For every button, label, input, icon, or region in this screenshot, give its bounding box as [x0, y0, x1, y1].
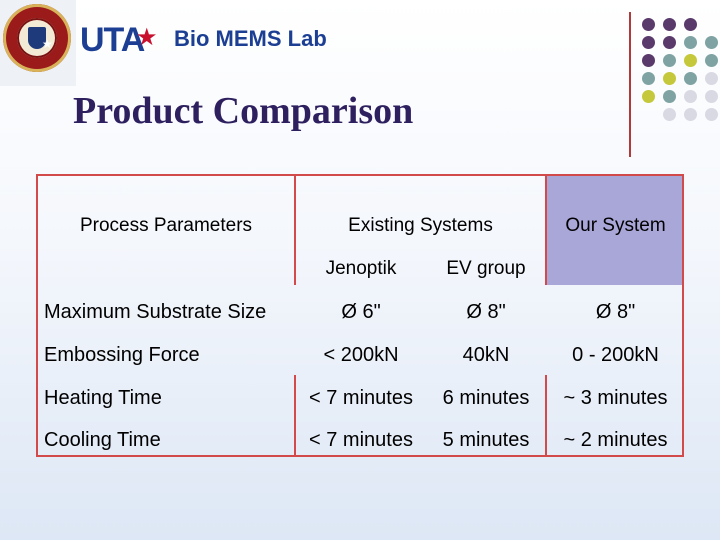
- page-title: Product Comparison: [73, 90, 414, 132]
- row-param: Embossing Force: [44, 344, 200, 366]
- row-ev-value: 6 minutes: [442, 387, 530, 409]
- dot: [684, 18, 697, 31]
- row-param: Heating Time: [44, 387, 162, 409]
- dot: [684, 108, 697, 121]
- dot: [705, 108, 718, 121]
- seal-inner-ring: ★: [17, 18, 57, 58]
- row-jenoptik-value: < 200kN: [323, 344, 399, 366]
- dot: [684, 54, 697, 67]
- dot: [642, 54, 655, 67]
- row-ours-value: ~ 3 minutes: [563, 387, 668, 409]
- dot: [663, 72, 676, 85]
- row-ours-value: ~ 2 minutes: [563, 429, 668, 451]
- row-ev-value: 5 minutes: [442, 429, 530, 451]
- header-process-parameters: Process Parameters: [79, 215, 253, 236]
- seal-outer-ring: ★: [3, 4, 71, 72]
- divider-line: [629, 12, 631, 157]
- row-ev-value: 40kN: [462, 344, 510, 366]
- header-existing-systems: Existing Systems: [348, 215, 493, 236]
- dot: [663, 18, 676, 31]
- university-seal-icon: ★: [0, 0, 76, 86]
- column-divider: [294, 174, 296, 285]
- column-divider: [545, 174, 547, 285]
- comparison-table: [36, 174, 684, 457]
- dot: [663, 90, 676, 103]
- subheader-jenoptik: Jenoptik: [325, 258, 397, 279]
- row-ours-value: 0 - 200kN: [572, 344, 659, 366]
- lab-name: Bio MEMS Lab: [174, 26, 327, 51]
- column-divider: [545, 375, 547, 457]
- our-system-header-bg: [547, 174, 684, 285]
- row-param: Cooling Time: [44, 429, 161, 451]
- dot: [663, 54, 676, 67]
- row-param: Maximum Substrate Size: [44, 301, 267, 323]
- subheader-ev-group: EV group: [446, 258, 526, 279]
- dot: [684, 72, 697, 85]
- dot: [642, 18, 655, 31]
- dot: [642, 36, 655, 49]
- row-ev-value: Ø 8": [466, 301, 506, 323]
- dot: [705, 72, 718, 85]
- shield-icon: ★: [28, 27, 53, 50]
- dot: [684, 90, 697, 103]
- dot: [663, 36, 676, 49]
- dot: [663, 108, 676, 121]
- row-jenoptik-value: Ø 6": [341, 301, 381, 323]
- row-ours-value: Ø 8": [595, 301, 636, 323]
- uta-logo: UTA: [80, 21, 145, 59]
- row-jenoptik-value: < 7 minutes: [309, 429, 413, 451]
- seal-star-icon: ★: [42, 37, 53, 51]
- dot-grid-decoration: [640, 18, 720, 128]
- dot: [642, 72, 655, 85]
- dot: [642, 90, 655, 103]
- dot: [684, 36, 697, 49]
- row-jenoptik-value: < 7 minutes: [309, 387, 413, 409]
- column-divider: [294, 375, 296, 457]
- dot: [705, 36, 718, 49]
- dot: [705, 90, 718, 103]
- dot: [705, 54, 718, 67]
- star-icon: ★: [136, 23, 158, 51]
- header-our-system: Our System: [565, 215, 666, 236]
